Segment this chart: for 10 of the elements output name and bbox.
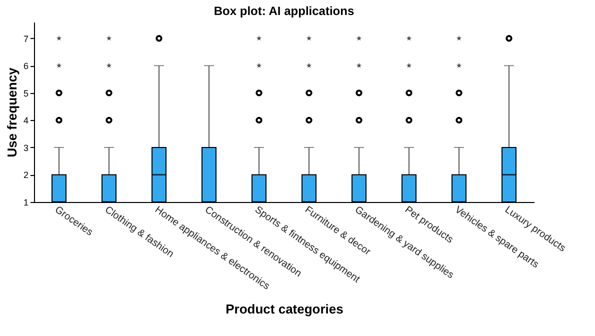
y-tick-label: 5 bbox=[23, 88, 28, 98]
y-tick-label: 4 bbox=[23, 116, 28, 126]
y-tick-label: 3 bbox=[23, 142, 28, 153]
chart-title: Box plot: AI applications bbox=[214, 4, 354, 18]
y-tick-label: 7 bbox=[23, 34, 28, 44]
y-tick-label: 1 bbox=[23, 198, 28, 208]
x-axis-title: Product categories bbox=[226, 301, 344, 316]
y-axis-title: Use frequency bbox=[4, 66, 20, 158]
y-tick-label: 6 bbox=[23, 61, 28, 72]
y-tick-label: 2 bbox=[23, 170, 28, 180]
